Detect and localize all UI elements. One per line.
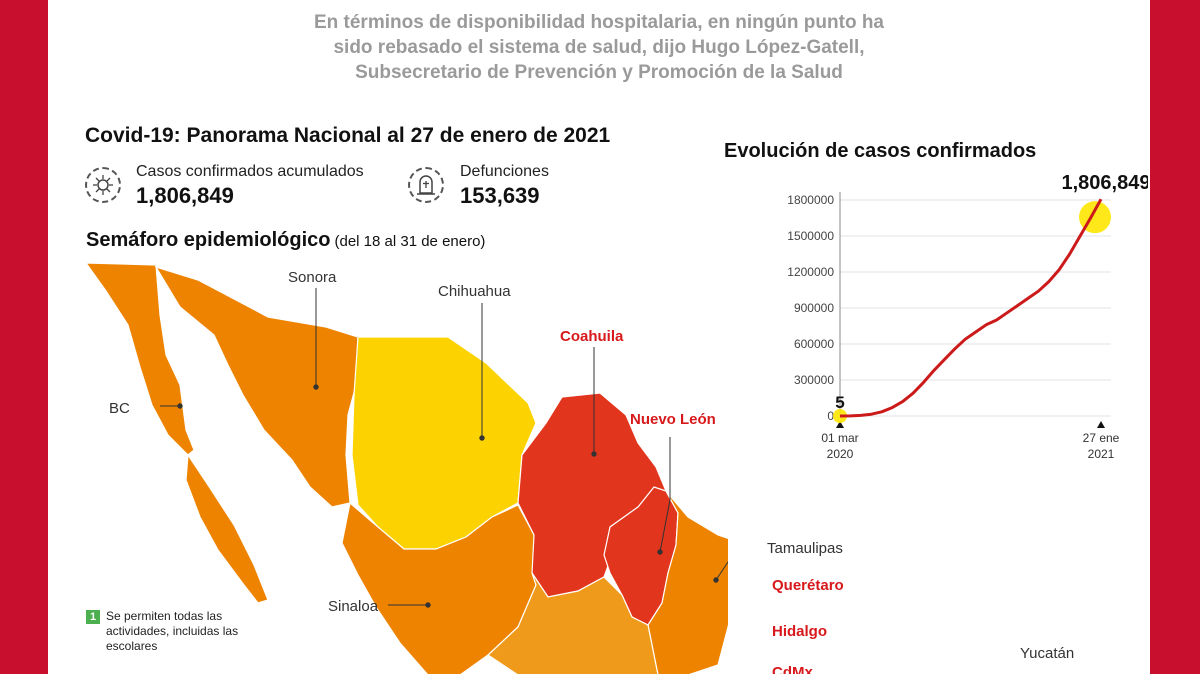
deaths-label: Defunciones (460, 163, 549, 180)
virus-icon (85, 167, 121, 203)
state-bcs (185, 453, 269, 604)
cases-series-line (839, 198, 1103, 418)
cases-value: 1,806,849 (136, 183, 234, 208)
x-tick-label: 01 mar (821, 431, 858, 445)
infographic-page: En términos de disponibilidad hospitalar… (48, 0, 1150, 674)
state-zacatecas (487, 572, 659, 674)
panorama-title: Covid-19: Panorama Nacional al 27 de ene… (85, 124, 611, 147)
y-tick-label: 1200000 (787, 265, 834, 279)
x-tick-label: 27 ene (1083, 431, 1120, 445)
x-tick-marker (1097, 421, 1105, 428)
y-tick-label: 900000 (794, 301, 834, 315)
tombstone-icon (408, 167, 444, 203)
y-tick-label: 600000 (794, 337, 834, 351)
state-label-sinaloa: Sinaloa (328, 598, 379, 615)
end-value-label: 1,806,849 (1062, 172, 1148, 194)
state-label-queretaro: Querétaro (772, 577, 844, 594)
chart-title: Evolución de casos confirmados (724, 140, 1037, 162)
x-tick-label: 2021 (1088, 447, 1115, 461)
y-tick-label: 1500000 (787, 229, 834, 243)
state-label-nuevo-leon: Nuevo León (630, 411, 716, 428)
legend-level-badge: 1 (86, 610, 100, 624)
start-value-label: 5 (835, 393, 844, 412)
x-tick-label: 2020 (827, 447, 854, 461)
state-label-hidalgo: Hidalgo (772, 623, 827, 640)
state-label-yucatan: Yucatán (1020, 645, 1075, 662)
state-label-coahuila: Coahuila (560, 328, 624, 345)
y-tick-label: 300000 (794, 373, 834, 387)
state-label-cdmx: CdMx (772, 664, 813, 674)
semaforo-title-main: Semáforo epidemiológico (86, 229, 331, 251)
state-label-tamaulipas: Tamaulipas (767, 540, 843, 557)
headline-line: Subsecretario de Prevención y Promoción … (355, 62, 843, 83)
state-label-sonora: Sonora (288, 269, 337, 286)
cases-label: Casos confirmados acumulados (136, 163, 364, 180)
state-label-bc: BC (109, 400, 130, 417)
state-tamaulipas (647, 490, 728, 674)
headline-line: sido rebasado el sistema de salud, dijo … (333, 37, 865, 58)
y-tick-label: 1800000 (787, 193, 834, 207)
state-label-chihuahua: Chihuahua (438, 283, 511, 300)
legend-text: Se permiten todas las actividades, inclu… (106, 609, 239, 653)
semaforo-subtitle: (del 18 al 31 de enero) (334, 233, 486, 250)
headline: En términos de disponibilidad hospitalar… (48, 10, 1150, 85)
mexico-map (84, 262, 728, 674)
deaths-value: 153,639 (460, 183, 540, 208)
state-bc (84, 262, 195, 456)
cases-line-chart: 0 300000 600000 900000 1200000 1500000 1800000… (787, 172, 1148, 461)
x-tick-marker (836, 421, 844, 428)
y-tick-label: 0 (827, 409, 834, 423)
headline-line: En términos de disponibilidad hospitalar… (313, 12, 885, 33)
semaforo-title: Semáforo epidemiológico (del 18 al 31 de … (86, 229, 485, 252)
